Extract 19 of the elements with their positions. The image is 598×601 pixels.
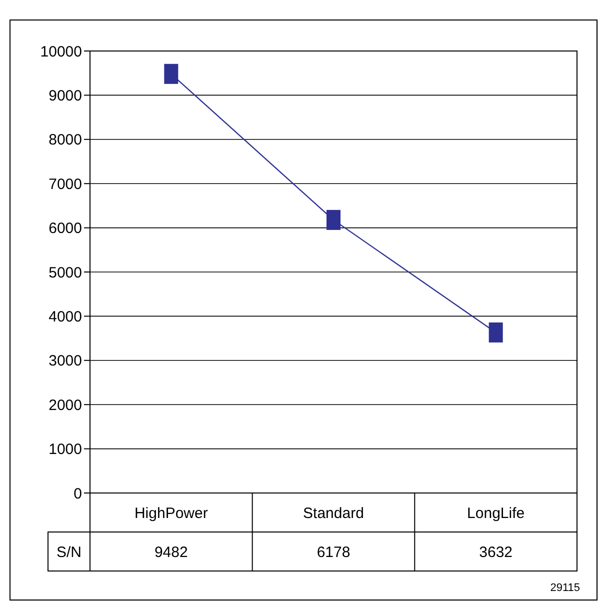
y-tick-label: 1000 [48,441,82,458]
y-tick-label: 4000 [48,308,82,326]
data-label: 9482 [154,544,188,561]
y-tick-label: 8000 [48,132,82,149]
y-tick-label: 6000 [48,220,82,238]
y-tick-label: 5000 [48,264,82,282]
x-tick-label: LongLife [467,504,525,522]
data-label: 3632 [479,544,513,561]
y-tick-label: 2000 [48,396,82,414]
y-tick-label: 7000 [48,176,82,193]
text: 29115 [550,582,580,594]
y-tick-label: 10000 [40,43,82,60]
x-tick-label: HighPower [134,504,208,522]
y-tick-label: 0 [74,485,82,502]
x-tick-label: Standard [303,504,364,522]
y-tick-label: 3000 [48,352,82,370]
y-tick-label: 9000 [48,87,82,104]
text: S/N [56,544,82,561]
data-label: 6178 [316,544,350,561]
